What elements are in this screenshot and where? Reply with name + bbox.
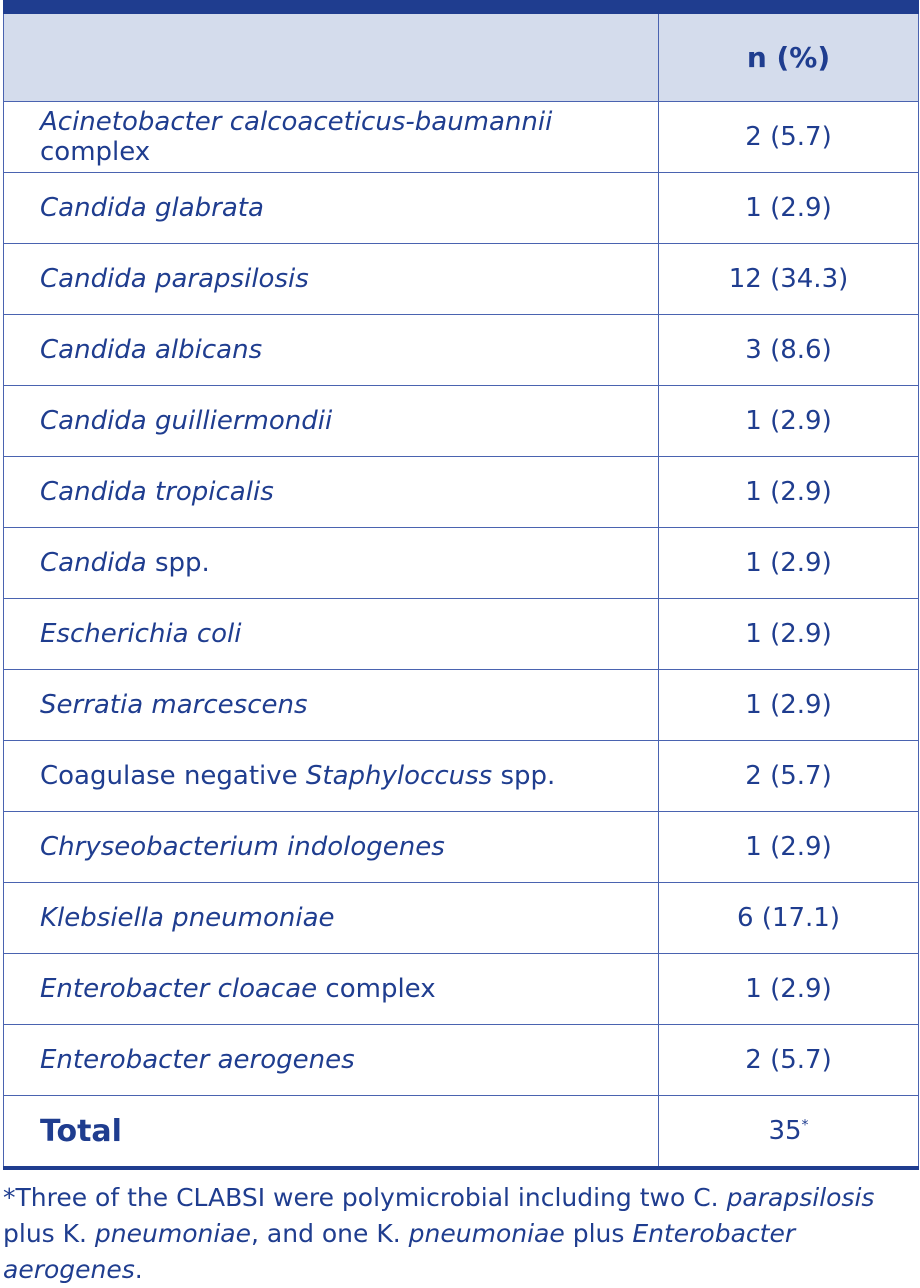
table-row: Coagulase negative Staphyloccuss spp. 2 (… [3, 740, 919, 812]
organism-name-part: Coagulase negative [40, 761, 306, 791]
count-percent: 1 (2.9) [658, 598, 919, 670]
organism-name-part: Candida albicans [40, 335, 263, 365]
organism-name: Candida tropicalis [3, 456, 659, 528]
total-value: 35 [768, 1116, 802, 1146]
organism-name-part: Acinetobacter calcoaceticus-baumannii [40, 107, 553, 137]
count-percent: 2 (5.7) [658, 101, 919, 173]
organism-name-part: Klebsiella pneumoniae [40, 903, 335, 933]
table-row: Escherichia coli 1 (2.9) [3, 598, 919, 670]
table-row: Candida glabrata 1 (2.9) [3, 172, 919, 244]
organism-name: Candida spp. [3, 527, 659, 599]
header-organism-cell [3, 6, 659, 102]
organism-name-part: Enterobacter aerogenes [40, 1045, 355, 1075]
count-percent: 6 (17.1) [658, 882, 919, 954]
table-row: Klebsiella pneumoniae 6 (17.1) [3, 882, 919, 954]
total-footnote-mark: * [801, 1117, 809, 1134]
organism-name-part: Staphyloccuss [305, 761, 493, 791]
table-header-row: n (%) [3, 6, 919, 102]
count-percent: 1 (2.9) [658, 527, 919, 599]
organism-name-part: spp. [146, 548, 210, 578]
table-row: Enterobacter aerogenes 2 (5.7) [3, 1024, 919, 1096]
total-label: Total [3, 1095, 659, 1170]
organism-name-part: Chryseobacterium indologenes [40, 832, 445, 862]
organism-name-part: complex [317, 974, 436, 1004]
table-row: Candida tropicalis 1 (2.9) [3, 456, 919, 528]
table-row: Enterobacter cloacae complex 1 (2.9) [3, 953, 919, 1025]
organism-name-part: Candida tropicalis [40, 477, 274, 507]
table-row: Candida parapsilosis 12 (34.3) [3, 243, 919, 315]
count-percent: 1 (2.9) [658, 811, 919, 883]
organism-name-part: Escherichia coli [40, 619, 242, 649]
footnote-part: . [134, 1255, 143, 1284]
table-footnote: *Three of the CLABSI were polymicrobial … [3, 1180, 918, 1288]
organism-name-part: Serratia marcescens [40, 690, 308, 720]
organism-name: Candida guilliermondii [3, 385, 659, 457]
count-percent: 1 (2.9) [658, 953, 919, 1025]
count-percent: 3 (8.6) [658, 314, 919, 386]
count-percent: 1 (2.9) [658, 669, 919, 741]
organism-name: Candida glabrata [3, 172, 659, 244]
table-row: Serratia marcescens 1 (2.9) [3, 669, 919, 741]
organism-name: Enterobacter cloacae complex [3, 953, 659, 1025]
footnote-part: pneumoniae [408, 1219, 565, 1248]
organism-name-part: Candida [40, 548, 147, 578]
organism-name: Coagulase negative Staphyloccuss spp. [3, 740, 659, 812]
total-row: Total 35* [3, 1095, 919, 1170]
organism-name: Escherichia coli [3, 598, 659, 670]
table-row: Candida guilliermondii 1 (2.9) [3, 385, 919, 457]
footnote-part: parapsilosis [726, 1183, 875, 1212]
footnote-part: plus K. [3, 1219, 95, 1248]
table-body: Acinetobacter calcoaceticus-baumannii co… [3, 101, 919, 1096]
organism-name-part: spp. [492, 761, 556, 791]
table-row: Chryseobacterium indologenes 1 (2.9) [3, 811, 919, 883]
count-percent: 2 (5.7) [658, 1024, 919, 1096]
organism-name: Serratia marcescens [3, 669, 659, 741]
organism-name-part: Candida glabrata [40, 193, 264, 223]
count-percent: 2 (5.7) [658, 740, 919, 812]
table-row: Acinetobacter calcoaceticus-baumannii co… [3, 101, 919, 173]
count-percent: 1 (2.9) [658, 172, 919, 244]
table-row: Candida spp. 1 (2.9) [3, 527, 919, 599]
organism-name: Chryseobacterium indologenes [3, 811, 659, 883]
organism-name: Klebsiella pneumoniae [3, 882, 659, 954]
footnote-part: *Three of the CLABSI were polymicrobial … [3, 1183, 727, 1212]
table-row: Candida albicans 3 (8.6) [3, 314, 919, 386]
footnote-part: pneumoniae [94, 1219, 252, 1248]
organism-name-part: Candida guilliermondii [40, 406, 333, 436]
footnote-part: , and one K. [251, 1219, 409, 1248]
footnote-part: plus [564, 1219, 633, 1248]
organism-table: n (%) Acinetobacter calcoaceticus-bauman… [3, 0, 919, 1170]
count-percent: 1 (2.9) [658, 456, 919, 528]
organism-name: Candida parapsilosis [3, 243, 659, 315]
count-percent: 12 (34.3) [658, 243, 919, 315]
organism-name-part: Candida parapsilosis [40, 264, 309, 294]
organism-name-part: Enterobacter cloacae [40, 974, 318, 1004]
organism-name-part: complex [40, 137, 151, 167]
count-percent: 1 (2.9) [658, 385, 919, 457]
organism-name: Enterobacter aerogenes [3, 1024, 659, 1096]
organism-name: Candida albicans [3, 314, 659, 386]
header-n-percent: n (%) [658, 6, 919, 102]
organism-name: Acinetobacter calcoaceticus-baumannii co… [3, 101, 659, 173]
total-value-cell: 35* [658, 1095, 919, 1170]
